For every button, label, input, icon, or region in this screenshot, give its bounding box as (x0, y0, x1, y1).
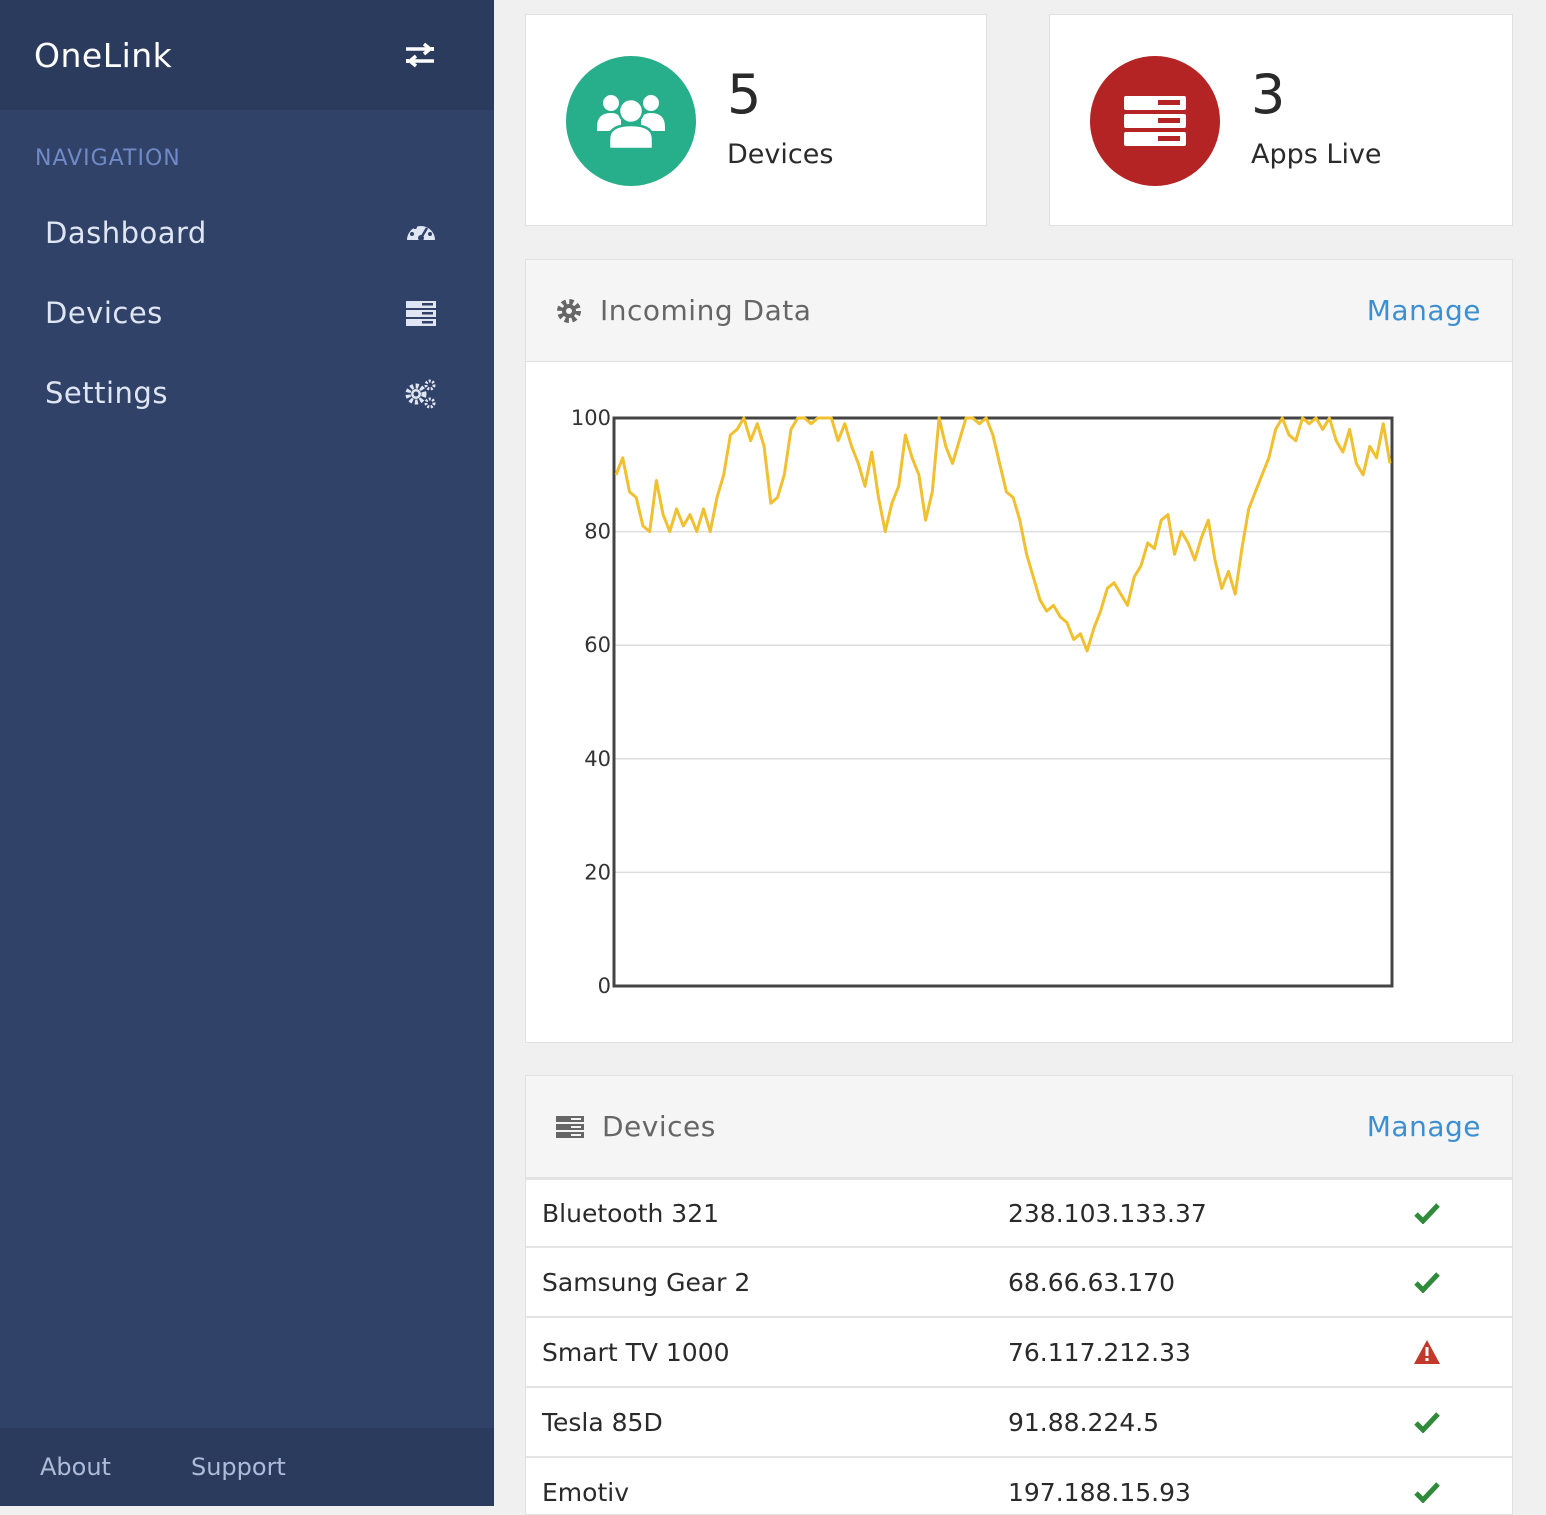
y-tick-label: 20 (584, 860, 611, 884)
check-icon (1412, 1407, 1442, 1437)
y-tick-label: 0 (598, 974, 611, 998)
panel-header: Incoming Data Manage (526, 260, 1512, 362)
app-title: OneLink (34, 35, 173, 75)
incoming-data-panel: Incoming Data Manage 0 20 40 60 80 100 (525, 259, 1513, 1043)
y-tick-label: 100 (571, 406, 611, 430)
device-ip: 197.188.15.93 (1008, 1477, 1191, 1507)
device-name: Samsung Gear 2 (542, 1267, 751, 1297)
nav-heading: NAVIGATION (35, 146, 181, 171)
data-series-line (614, 416, 1392, 653)
device-ip: 68.66.63.170 (1008, 1267, 1175, 1297)
check-icon (1412, 1477, 1442, 1507)
y-tick-label: 60 (584, 633, 611, 657)
panel-title: Incoming Data (600, 294, 812, 327)
stat-label: Devices (727, 139, 834, 170)
sidebar-footer: About Support (0, 1428, 494, 1506)
gear-icon (557, 298, 581, 323)
toggle-sidebar-icon[interactable] (402, 40, 438, 70)
stat-circle (566, 56, 696, 186)
nav-list: Dashboard Devices (0, 193, 494, 433)
sidebar-item-label: Dashboard (45, 216, 207, 250)
chart-svg: 0 20 40 60 80 100 (571, 406, 1394, 998)
gears-icon (404, 376, 438, 410)
plot-frame (612, 416, 1394, 988)
y-tick-label: 40 (584, 747, 611, 771)
users-icon (597, 95, 665, 151)
panel-header: Devices Manage (526, 1076, 1512, 1178)
stat-value: 5 (727, 63, 762, 126)
table-row[interactable]: Samsung Gear 2 68.66.63.170 (526, 1248, 1512, 1318)
sidebar-item-label: Settings (45, 376, 168, 410)
devices-panel: Devices Manage Bluetooth 321 238.103.133.… (525, 1075, 1513, 1515)
devices-stat-card: 5 Devices (525, 14, 987, 226)
sidebar-item-label: Devices (45, 296, 163, 330)
server-icon (1124, 96, 1186, 146)
table-row[interactable]: Tesla 85D 91.88.224.5 (526, 1388, 1512, 1458)
main-content: 5 Devices 3 Apps Live Inc (494, 0, 1546, 1515)
device-name: Bluetooth 321 (542, 1198, 720, 1228)
device-name: Emotiv (542, 1477, 629, 1507)
device-ip: 238.103.133.37 (1008, 1198, 1207, 1228)
panel-title: Devices (602, 1110, 716, 1143)
manage-devices-link[interactable]: Manage (1366, 1110, 1481, 1143)
server-icon (556, 1115, 584, 1138)
support-link[interactable]: Support (190, 1453, 286, 1481)
y-tick-label: 80 (584, 520, 611, 544)
server-icon (404, 296, 438, 330)
table-row[interactable]: Bluetooth 321 238.103.133.37 (526, 1178, 1512, 1248)
device-table: Bluetooth 321 238.103.133.37 Samsung Gear … (526, 1178, 1512, 1514)
sidebar-item-settings[interactable]: Settings (0, 353, 494, 433)
line-chart: 0 20 40 60 80 100 (526, 362, 1512, 1042)
check-icon (1412, 1198, 1442, 1228)
table-row[interactable]: Emotiv 197.188.15.93 (526, 1458, 1512, 1514)
sidebar-item-devices[interactable]: Devices (0, 273, 494, 353)
apps-live-stat-card: 3 Apps Live (1049, 14, 1513, 226)
manage-incoming-link[interactable]: Manage (1366, 294, 1481, 327)
sidebar-item-dashboard[interactable]: Dashboard (0, 193, 494, 273)
stat-label: Apps Live (1251, 139, 1382, 170)
stat-circle (1090, 56, 1220, 186)
sidebar: OneLink NAVIGATION Dashboard (0, 0, 494, 1506)
device-name: Smart TV 1000 (542, 1337, 730, 1367)
dashboard-icon (404, 216, 438, 250)
brand-bar: OneLink (0, 0, 494, 110)
device-ip: 76.117.212.33 (1008, 1337, 1191, 1367)
device-name: Tesla 85D (542, 1407, 663, 1437)
stat-value: 3 (1251, 63, 1286, 126)
check-icon (1412, 1267, 1442, 1297)
warning-icon (1412, 1337, 1442, 1367)
table-row[interactable]: Smart TV 1000 76.117.212.33 (526, 1318, 1512, 1388)
about-link[interactable]: About (40, 1453, 111, 1481)
device-ip: 91.88.224.5 (1008, 1407, 1160, 1437)
